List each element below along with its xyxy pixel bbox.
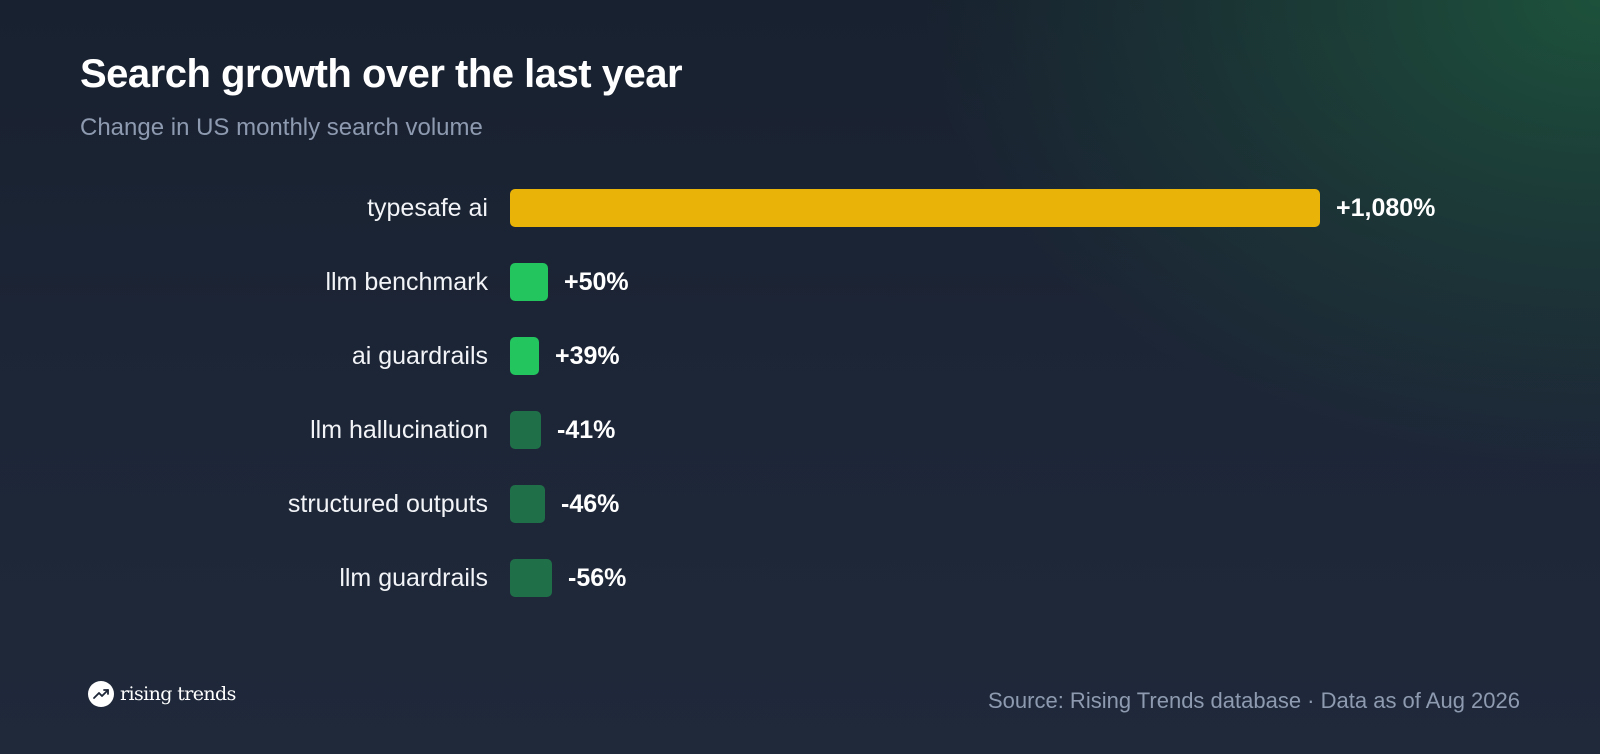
chart-subtitle: Change in US monthly search volume (80, 114, 483, 141)
data-label: -41% (557, 416, 616, 444)
data-label: +39% (555, 342, 620, 370)
trend-up-icon (88, 681, 114, 707)
category-label: llm benchmark (325, 268, 488, 296)
data-label: +50% (564, 268, 629, 296)
brand-logo: rising trends (88, 681, 236, 707)
bar (510, 485, 545, 523)
data-label: -56% (568, 564, 627, 592)
category-label: ai guardrails (351, 342, 488, 370)
data-label: -46% (561, 490, 620, 518)
category-label: typesafe ai (367, 194, 488, 222)
data-label: +1,080% (1336, 194, 1436, 222)
bar (510, 189, 1320, 227)
category-label: structured outputs (287, 490, 488, 518)
category-label: llm guardrails (339, 564, 488, 592)
brand-name: rising trends (120, 683, 236, 705)
source-note: Source: Rising Trends database · Data as… (988, 688, 1520, 713)
bar (510, 263, 548, 301)
bar (510, 411, 541, 449)
category-label: llm hallucination (310, 416, 488, 444)
bar (510, 559, 552, 597)
chart-title: Search growth over the last year (80, 52, 683, 96)
bar (510, 337, 539, 375)
